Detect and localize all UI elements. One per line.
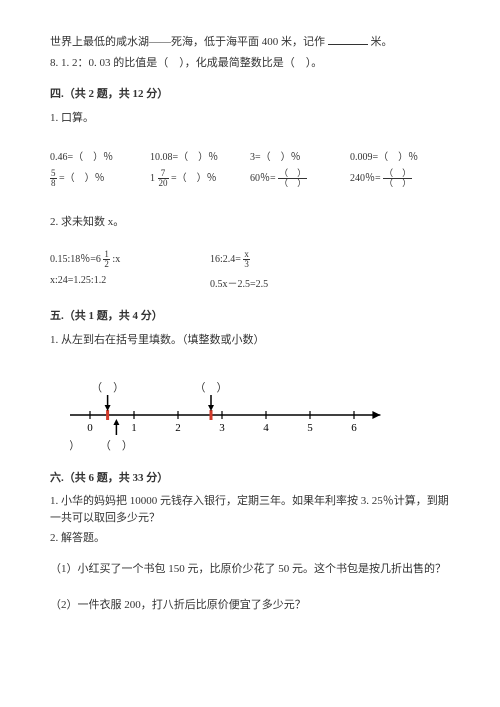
svg-text:6: 6 [351, 422, 357, 434]
frac-paren: （ ） （ ） [278, 169, 307, 188]
frac-paren2: （ ） （ ） [383, 169, 412, 188]
frac-den: 2 [103, 260, 110, 269]
s4-q2-label: 2. 求未知数 x。 [50, 213, 450, 229]
eq1-post: :x [112, 254, 120, 265]
s6-q2b: （2）一件衣服 200，打八折后比原价便宜了多少元？ [50, 597, 450, 614]
eq3: x:24=1.25:1.2 [50, 272, 210, 293]
section6-heading: 六.（共 6 题，共 33 分） [50, 469, 450, 485]
s6-q2a: （1）小红买了一个书包 150 元，比原价少花了 50 元。这个书包是按几折出售… [50, 561, 450, 578]
svg-text:（ ）: （ ） [195, 381, 228, 394]
frac-den: 3 [243, 260, 250, 269]
svg-text:5: 5 [307, 422, 313, 434]
page: 世界上最低的咸水湖——死海，低于海平面 400 米，记作 米。 8. 1. 2：… [0, 0, 500, 638]
frac-den: （ ） [278, 179, 307, 188]
frac-den: （ ） [383, 179, 412, 188]
calc-r2c2-post: =（ ）％ [171, 173, 217, 184]
svg-text:（ ）: （ ） [100, 439, 133, 452]
calc-r2c1-post: =（ ）％ [59, 173, 105, 184]
intro-line1: 世界上最低的咸水湖——死海，低于海平面 400 米，记作 米。 [50, 34, 450, 51]
eq2: 16:2.4= x 3 [210, 247, 370, 272]
calc-r2c2-pre: 1 [150, 173, 155, 184]
intro-line1-post: 米。 [371, 36, 393, 48]
frac-5-8: 5 8 [50, 169, 57, 188]
frac-1-2: 1 2 [103, 250, 110, 269]
svg-text:0: 0 [87, 422, 93, 434]
svg-text:4: 4 [263, 422, 269, 434]
eq1-pre: 0.15:18％=6 [50, 254, 101, 265]
s5-q1: 1. 从左到右在括号里填数。（填整数或小数） [50, 331, 450, 347]
blank-underline[interactable] [328, 44, 368, 45]
eq4: 0.5x－2.5=2.5 [210, 272, 370, 293]
numberline: 0 1 2 3 4 5 6 （ ） （ ） （ ） （ ） [70, 365, 430, 455]
calc-r1c3: 3=（ ）％ [250, 145, 350, 166]
calc-r2c4-label: 240％= [350, 173, 381, 184]
frac-x-3: x 3 [243, 250, 250, 269]
svg-text:（ ）: （ ） [91, 381, 124, 394]
svg-text:（ ）: （ ） [70, 439, 80, 452]
numberline-svg: 0 1 2 3 4 5 6 （ ） （ ） （ ） （ ） [70, 365, 430, 455]
calc-grid: 0.46=（ ）％ 10.08=（ ）％ 3=（ ）％ 0.009=（ ）％ 5… [50, 145, 450, 191]
frac-den: 8 [50, 179, 57, 188]
s4-q1-label: 1. 口算。 [50, 109, 450, 125]
calc-r2c2: 1 7 20 =（ ）％ [150, 166, 250, 191]
svg-text:3: 3 [219, 422, 225, 434]
calc-r1c1: 0.46=（ ）％ [50, 145, 150, 166]
intro-line2: 8. 1. 2：0. 03 的比值是（ ），化成最简整数比是（ ）。 [50, 55, 450, 72]
calc-r2c4: 240％= （ ） （ ） [350, 166, 450, 191]
calc-r2c3-label: 60％= [250, 173, 276, 184]
s6-q1: 1. 小华的妈妈把 10000 元钱存入银行，定期三年。如果年利率按 3. 25… [50, 493, 450, 526]
eq-grid: 0.15:18％=6 1 2 :x 16:2.4= x 3 x:24=1.25:… [50, 247, 450, 293]
calc-r2c3: 60％= （ ） （ ） [250, 166, 350, 191]
intro-line1-pre: 世界上最低的咸水湖——死海，低于海平面 400 米，记作 [50, 36, 325, 48]
svg-text:2: 2 [175, 422, 181, 434]
section4-heading: 四.（共 2 题，共 12 分） [50, 85, 450, 101]
eq1: 0.15:18％=6 1 2 :x [50, 247, 210, 272]
svg-text:1: 1 [131, 422, 137, 434]
calc-r2c1: 5 8 =（ ）％ [50, 166, 150, 191]
frac-7-20: 7 20 [158, 169, 169, 188]
frac-den: 20 [158, 179, 169, 188]
section5-heading: 五.（共 1 题，共 4 分） [50, 307, 450, 323]
eq2-pre: 16:2.4= [210, 254, 241, 265]
calc-r1c4: 0.009=（ ）％ [350, 145, 450, 166]
s6-q2: 2. 解答题。 [50, 530, 450, 547]
calc-r1c2: 10.08=（ ）％ [150, 145, 250, 166]
